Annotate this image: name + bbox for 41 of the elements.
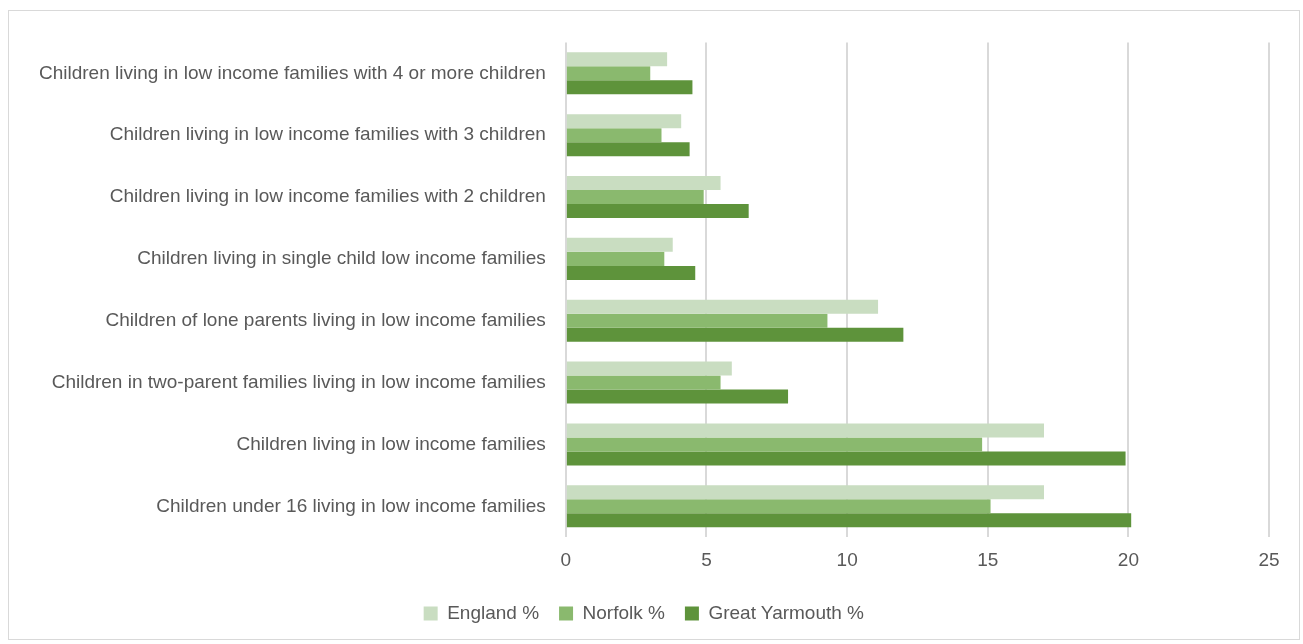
bar bbox=[566, 513, 1132, 528]
bar bbox=[566, 361, 732, 376]
bar bbox=[566, 114, 682, 129]
bar bbox=[566, 327, 904, 342]
legend-label: Norfolk % bbox=[582, 601, 666, 623]
x-tick-label: 0 bbox=[560, 548, 572, 570]
bar bbox=[566, 375, 721, 390]
y-tick-label: Children living in single child low income families bbox=[137, 247, 546, 269]
bar bbox=[566, 190, 704, 205]
bar bbox=[566, 204, 749, 219]
bar bbox=[566, 176, 721, 191]
bar bbox=[566, 265, 696, 280]
bar bbox=[566, 313, 828, 328]
bar bbox=[566, 389, 789, 404]
x-tick-label: 5 bbox=[701, 548, 712, 570]
bar bbox=[566, 52, 668, 67]
y-tick-label: Children living in low income families with 2 children bbox=[109, 185, 546, 207]
bar bbox=[566, 423, 1044, 438]
bar bbox=[566, 251, 665, 266]
bar bbox=[566, 128, 662, 143]
bar bbox=[566, 485, 1044, 500]
bar bbox=[566, 142, 690, 157]
bar bbox=[566, 451, 1126, 466]
y-tick-label: Children under 16 living in low income families bbox=[156, 494, 546, 516]
legend-label: England % bbox=[447, 601, 540, 623]
y-tick-label: Children living in low income families with 4 or more children bbox=[38, 61, 546, 83]
bar bbox=[566, 237, 673, 252]
bar bbox=[566, 299, 879, 314]
x-tick-label: 25 bbox=[1258, 548, 1280, 570]
y-tick-label: Children living in low income families with 3 children bbox=[109, 123, 546, 145]
x-tick-label: 20 bbox=[1117, 548, 1139, 570]
y-tick-label: Children of lone parents living in low income families bbox=[105, 308, 546, 330]
y-tick-label: Children living in low income families bbox=[236, 432, 546, 454]
bar bbox=[566, 66, 651, 81]
bar bbox=[566, 499, 991, 514]
bar bbox=[566, 80, 693, 95]
y-tick-label: Children in two-parent families living in low income families bbox=[51, 370, 546, 392]
x-tick-label: 15 bbox=[977, 548, 999, 570]
legend-label: Great Yarmouth % bbox=[708, 601, 865, 623]
bar bbox=[566, 437, 983, 452]
x-tick-label: 10 bbox=[836, 548, 858, 570]
